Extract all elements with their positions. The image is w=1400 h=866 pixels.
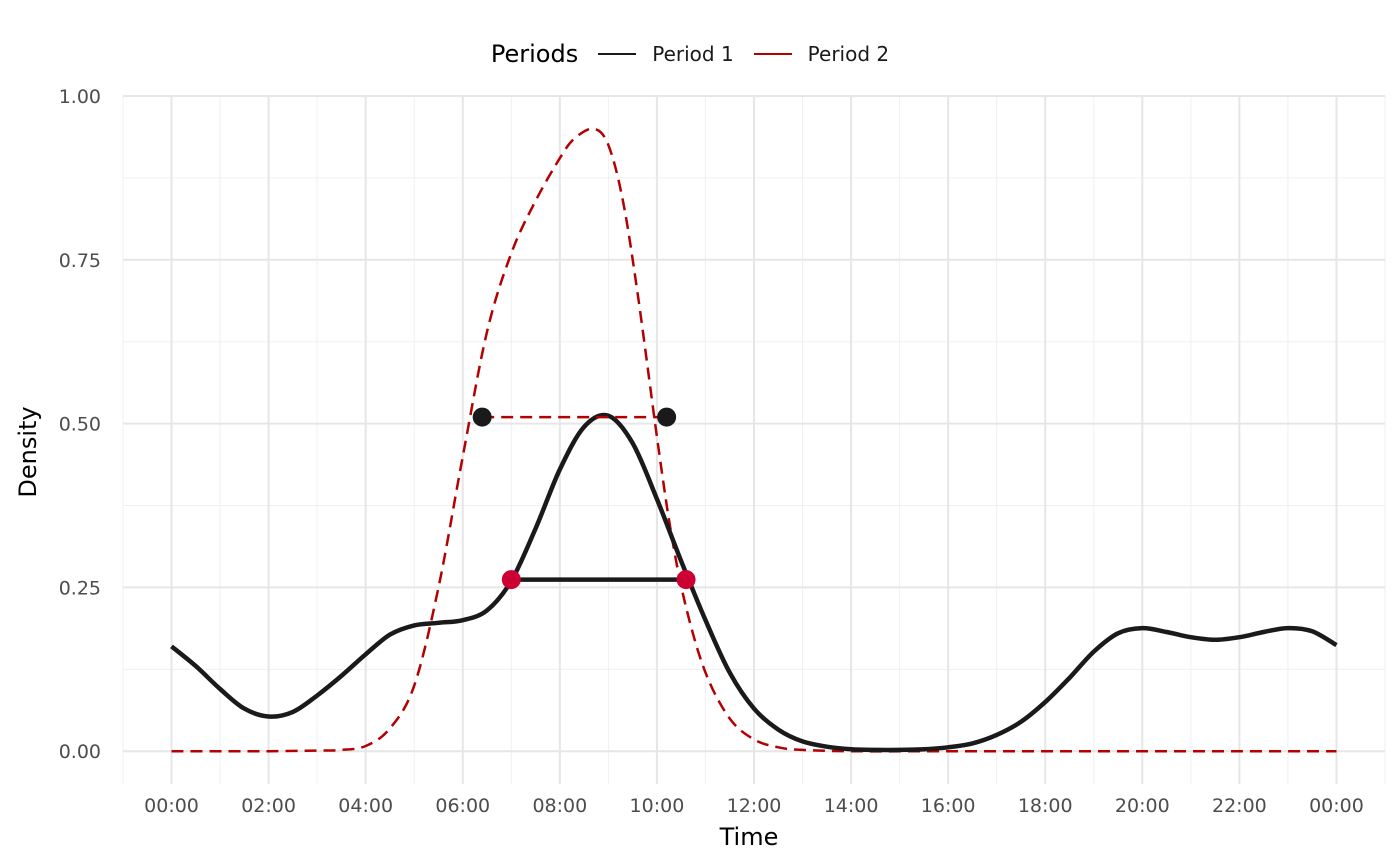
series-line-period-1 — [170, 412, 1338, 753]
legend-swatch-period-1 — [598, 53, 637, 55]
x-tick-label: 16:00 — [921, 795, 976, 817]
major-gridlines — [123, 95, 1385, 784]
y-tick-label: 1.00 — [59, 86, 101, 108]
x-tick-label: 02:00 — [241, 795, 296, 817]
x-tick-label: 14:00 — [824, 795, 879, 817]
series-layer — [170, 127, 1338, 753]
legend-swatch-period-2 — [753, 53, 792, 55]
segments-layer — [482, 415, 687, 582]
x-tick-label: 18:00 — [1018, 795, 1073, 817]
x-tick-label: 10:00 — [630, 795, 685, 817]
segment-endpoint — [501, 570, 521, 590]
legend-label-period-2: Period 2 — [807, 42, 890, 66]
x-tick-label: 22:00 — [1212, 795, 1267, 817]
x-tick-label: 04:00 — [338, 795, 393, 817]
y-tick-label: 0.25 — [59, 577, 101, 599]
legend-title: Periods — [490, 40, 579, 68]
x-tick-label: 08:00 — [532, 795, 587, 817]
points-layer — [472, 407, 696, 590]
segment-endpoint — [472, 407, 492, 427]
y-tick-labels: 0.00 0.25 0.50 0.75 1.00 — [59, 86, 101, 763]
legend-label-period-1: Period 1 — [652, 42, 734, 66]
y-axis-title: Density — [14, 406, 42, 497]
legend-item-period-2: Period 2 — [753, 42, 890, 66]
x-tick-label: 20:00 — [1115, 795, 1170, 817]
x-tick-labels: 00:00 02:00 04:00 06:00 08:00 10:00 12:00 14:00… — [144, 795, 1364, 817]
segment-endpoint — [657, 407, 677, 427]
segment-endpoint — [676, 570, 696, 590]
x-axis-title: Time — [719, 823, 779, 851]
x-tick-label: 00:00 — [144, 795, 199, 817]
legend-item-period-1: Period 1 — [598, 42, 734, 66]
x-tick-label: 00:00 — [1309, 795, 1364, 817]
legend: Periods Period 1 Period 2 — [0, 34, 1400, 74]
x-tick-label: 12:00 — [727, 795, 782, 817]
y-tick-label: 0.00 — [59, 741, 101, 763]
y-tick-label: 0.50 — [59, 414, 101, 436]
x-tick-label: 06:00 — [435, 795, 490, 817]
y-tick-label: 0.75 — [59, 250, 101, 272]
